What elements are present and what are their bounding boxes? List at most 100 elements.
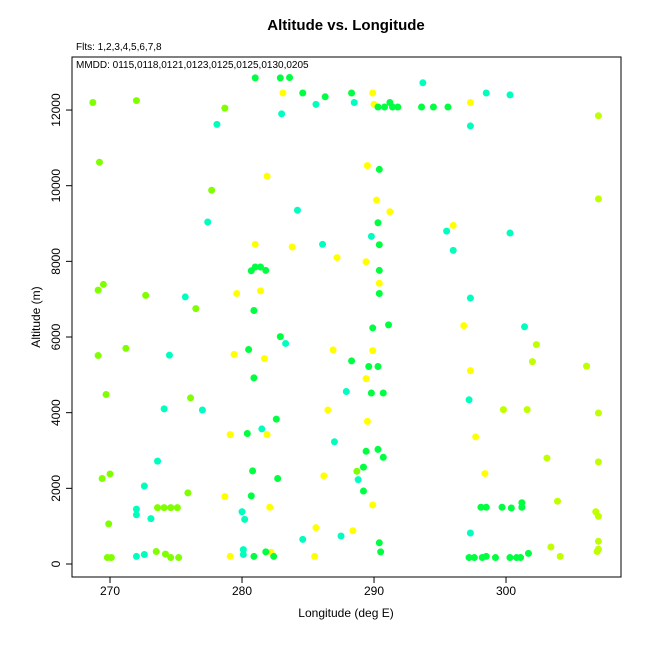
point: [449, 246, 457, 254]
point: [198, 406, 206, 414]
point: [362, 258, 370, 266]
point: [594, 409, 602, 417]
point: [374, 445, 382, 453]
point: [312, 524, 320, 532]
point: [233, 290, 241, 298]
point: [243, 429, 251, 437]
point: [375, 241, 383, 249]
point: [543, 454, 551, 462]
point: [299, 89, 307, 97]
point: [89, 98, 97, 106]
point: [594, 458, 602, 466]
point: [239, 551, 247, 559]
point: [375, 279, 383, 287]
point: [556, 552, 564, 560]
point: [239, 546, 247, 554]
point: [247, 492, 255, 500]
x-tick-label: 280: [232, 584, 252, 598]
point: [263, 172, 271, 180]
point: [266, 503, 274, 511]
point: [506, 229, 514, 237]
point: [140, 551, 148, 559]
point: [363, 417, 371, 425]
point: [449, 221, 457, 229]
point: [594, 512, 602, 520]
point: [466, 98, 474, 106]
point: [278, 110, 286, 118]
point: [594, 112, 602, 120]
point: [419, 79, 427, 87]
point: [498, 503, 506, 511]
x-tick-label: 300: [496, 584, 516, 598]
point: [132, 511, 140, 519]
point: [521, 323, 529, 331]
point: [375, 290, 383, 298]
chart-subtitle: Flts: 1,2,3,4,5,6,7,8: [76, 42, 162, 53]
point: [460, 322, 468, 330]
y-tick-label: 0: [49, 560, 63, 567]
y-tick-label: 4000: [49, 399, 63, 426]
point: [132, 97, 140, 105]
point: [250, 552, 258, 560]
point: [348, 357, 356, 365]
point: [288, 243, 296, 251]
point: [482, 89, 490, 97]
point: [466, 122, 474, 130]
point: [181, 293, 189, 301]
point: [147, 515, 155, 523]
point: [348, 89, 356, 97]
point: [418, 103, 426, 111]
point: [594, 195, 602, 203]
point: [132, 505, 140, 513]
point: [375, 165, 383, 173]
point: [276, 74, 284, 82]
point: [444, 103, 452, 111]
point: [359, 463, 367, 471]
point: [593, 548, 601, 556]
point: [369, 347, 377, 355]
point: [369, 324, 377, 332]
point: [330, 438, 338, 446]
point: [175, 554, 183, 562]
point: [94, 352, 102, 360]
point: [251, 74, 259, 82]
x-axis-label: Longitude (deg E): [298, 606, 393, 620]
point: [107, 554, 115, 562]
point: [173, 504, 181, 512]
point: [507, 504, 515, 512]
point: [583, 362, 591, 370]
point: [167, 554, 175, 562]
point: [286, 74, 294, 82]
point: [375, 266, 383, 274]
point: [187, 394, 195, 402]
point: [491, 554, 499, 562]
point: [274, 474, 282, 482]
point: [337, 532, 345, 540]
point: [470, 554, 478, 562]
point: [320, 472, 328, 480]
point: [517, 554, 525, 562]
point: [279, 89, 287, 97]
point: [152, 548, 160, 556]
point: [262, 266, 270, 274]
point: [154, 504, 162, 512]
point: [365, 363, 373, 371]
point: [506, 554, 514, 562]
point: [160, 504, 168, 512]
point: [369, 89, 377, 97]
point: [466, 529, 474, 537]
point: [389, 103, 397, 111]
point: [132, 552, 140, 560]
point: [359, 487, 367, 495]
point: [482, 503, 490, 511]
point: [98, 474, 106, 482]
point: [394, 103, 402, 111]
point: [363, 162, 371, 170]
point: [477, 503, 485, 511]
point: [142, 291, 150, 299]
point: [386, 208, 394, 216]
point: [472, 433, 480, 441]
point: [385, 321, 393, 329]
point: [221, 104, 229, 112]
